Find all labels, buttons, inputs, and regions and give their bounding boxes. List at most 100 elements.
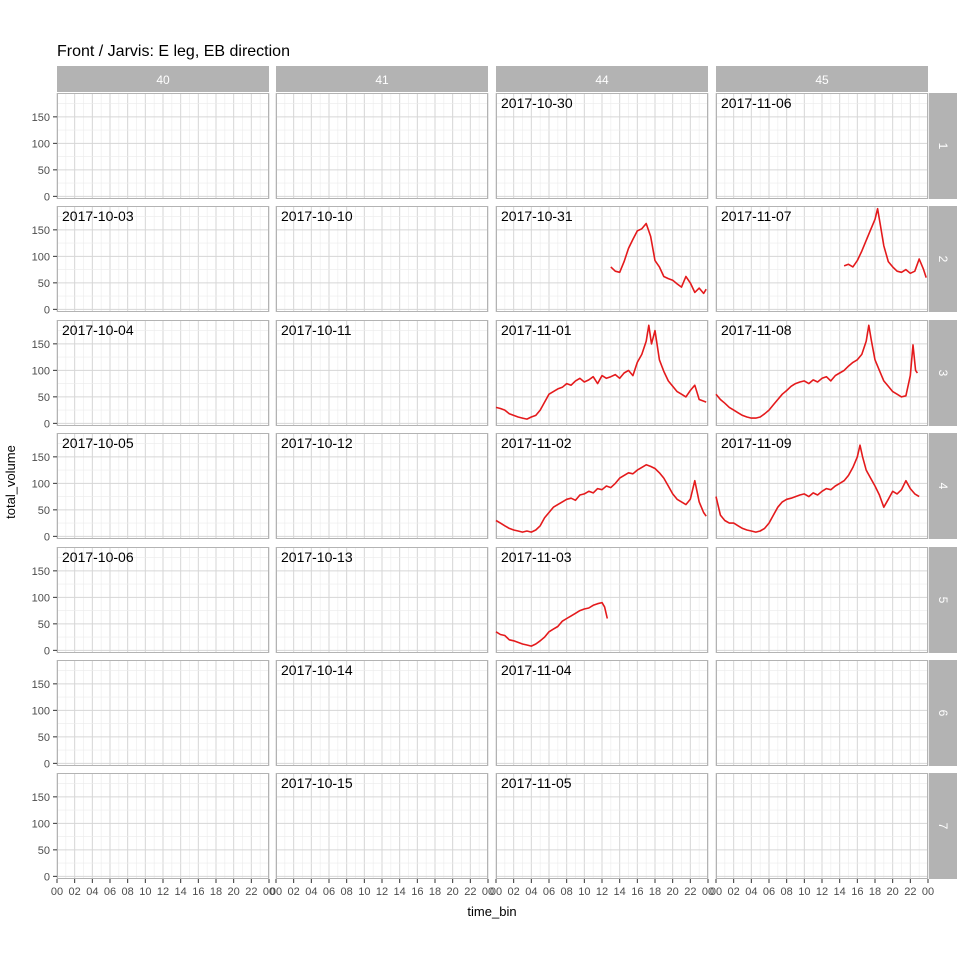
y-tick-label: 0: [44, 304, 50, 316]
x-tick-label: 18: [429, 886, 441, 898]
facet-panel: [56, 773, 270, 879]
x-tick-label: 10: [798, 886, 810, 898]
facet-panel: [56, 320, 270, 426]
row-strip: [929, 660, 957, 766]
series-line: [495, 601, 609, 647]
x-tick-label: 04: [305, 886, 317, 898]
x-tick-label: 00: [922, 886, 934, 898]
panel-border: [57, 773, 269, 879]
facet-panel: [56, 547, 270, 653]
row-strip-label: 6: [936, 710, 950, 717]
x-tick-label: 06: [543, 886, 555, 898]
facet-panel: [715, 93, 929, 199]
panel-border: [57, 93, 269, 199]
panel-border: [716, 773, 928, 879]
x-tick-label: 00: [51, 886, 63, 898]
panel-date-label: 2017-11-01: [501, 322, 572, 338]
column-strip: [716, 66, 928, 92]
x-tick-label: 04: [525, 886, 537, 898]
y-tick-label: 150: [32, 679, 50, 691]
y-tick-label: 50: [38, 845, 50, 857]
y-tick-label: 50: [38, 619, 50, 631]
x-tick-label: 16: [851, 886, 863, 898]
facet-panel: [275, 660, 489, 766]
panel-date-label: 2017-10-04: [62, 322, 134, 338]
x-tick-label: 18: [649, 886, 661, 898]
facet-panel: [715, 320, 929, 426]
facet-panel: [495, 93, 709, 199]
x-tick-label: 00: [702, 886, 714, 898]
row-strip: [929, 206, 957, 312]
series-line: [843, 207, 927, 278]
facet-panels: 40 41 44 4512345670501001500501001500501001…: [32, 66, 957, 898]
panel-date-label: 2017-10-05: [62, 435, 134, 451]
x-tick-label: 12: [157, 886, 169, 898]
x-tick-label: 10: [139, 886, 151, 898]
panel-date-label: 2017-10-13: [281, 549, 353, 565]
panel-date-label: 2017-11-04: [501, 662, 572, 678]
y-tick-label: 150: [32, 339, 50, 351]
x-tick-label: 10: [578, 886, 590, 898]
row-strip-label: 7: [936, 823, 950, 830]
series-line: [495, 464, 707, 533]
panel-border: [496, 206, 708, 312]
panel-date-label: 2017-10-31: [501, 208, 573, 224]
y-tick-label: 100: [32, 251, 50, 263]
x-tick-label: 02: [69, 886, 81, 898]
x-tick-label: 14: [834, 886, 846, 898]
y-tick-label: 0: [44, 758, 50, 770]
column-strip: [496, 66, 708, 92]
panel-border: [276, 206, 488, 312]
facet-panel: [275, 93, 489, 199]
panel-border: [496, 433, 708, 539]
series-line: [495, 324, 707, 420]
facet-panel: [56, 206, 270, 312]
panel-border: [496, 547, 708, 653]
column-strip-label: 44: [595, 73, 609, 87]
facet-panel: [275, 547, 489, 653]
y-tick-label: 100: [32, 365, 50, 377]
series-line: [610, 222, 707, 295]
panel-border: [276, 773, 488, 879]
y-tick-label: 150: [32, 452, 50, 464]
panel-date-label: 2017-10-10: [281, 208, 353, 224]
series-line: [715, 444, 920, 533]
panel-border: [716, 433, 928, 539]
y-tick-label: 100: [32, 592, 50, 604]
panel-border: [276, 660, 488, 766]
panel-border: [496, 660, 708, 766]
y-tick-label: 100: [32, 478, 50, 490]
row-strip-label: 4: [936, 483, 950, 490]
facet-panel: [275, 206, 489, 312]
x-tick-label: 10: [358, 886, 370, 898]
column-strip-label: 45: [815, 73, 829, 87]
facet-panel: [715, 206, 929, 312]
row-strip: [929, 320, 957, 426]
x-tick-label: 12: [376, 886, 388, 898]
x-tick-label: 00: [490, 886, 502, 898]
x-axis-label: time_bin: [467, 904, 516, 919]
x-tick-label: 20: [447, 886, 459, 898]
facet-panel: [495, 547, 709, 653]
panel-border: [716, 93, 928, 199]
panel-date-label: 2017-10-15: [281, 775, 353, 791]
x-tick-label: 02: [288, 886, 300, 898]
panel-border: [276, 93, 488, 199]
column-strip: [276, 66, 488, 92]
panel-border: [716, 206, 928, 312]
x-tick-label: 20: [887, 886, 899, 898]
panel-border: [57, 433, 269, 539]
row-strip: [929, 433, 957, 539]
x-tick-label: 18: [869, 886, 881, 898]
x-tick-label: 20: [667, 886, 679, 898]
y-tick-label: 50: [38, 505, 50, 517]
y-tick-label: 0: [44, 645, 50, 657]
facet-panel: [275, 773, 489, 879]
facet-panel: [715, 660, 929, 766]
x-tick-label: 00: [482, 886, 494, 898]
x-tick-label: 00: [263, 886, 275, 898]
x-tick-label: 22: [904, 886, 916, 898]
facet-panel: [495, 433, 709, 539]
panel-border: [57, 547, 269, 653]
facet-panel: [715, 547, 929, 653]
